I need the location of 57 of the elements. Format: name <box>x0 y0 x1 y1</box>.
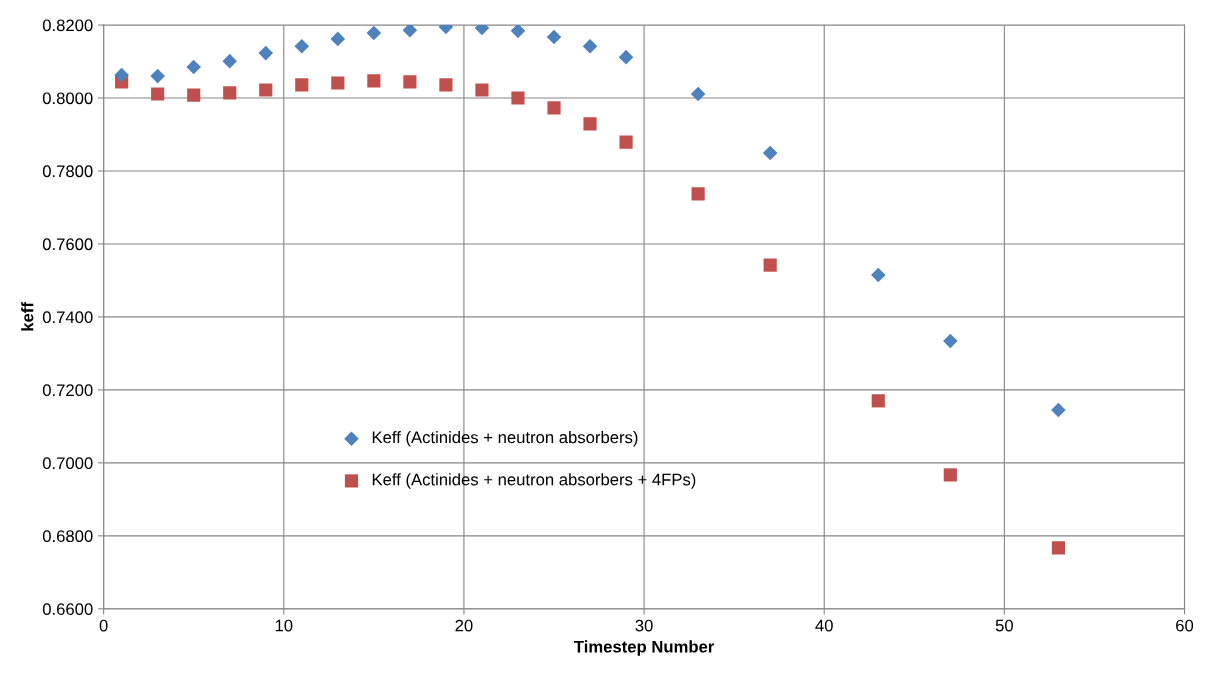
point <box>258 45 274 61</box>
x-tick-label: 10 <box>275 619 293 632</box>
y-tick-label: 0.6800 <box>42 530 93 543</box>
x-axis-title: Timestep Number <box>574 640 715 656</box>
point <box>619 135 633 149</box>
legend-label: Keff (Actinides + neutron absorbers) <box>372 431 638 447</box>
point <box>367 74 381 88</box>
y-axis-title: keff <box>21 302 34 331</box>
y-tick-label: 0.7400 <box>42 311 93 324</box>
point <box>582 38 598 54</box>
x-tick-label: 60 <box>1176 619 1194 632</box>
point <box>295 78 309 92</box>
point <box>546 29 562 45</box>
point <box>583 117 597 131</box>
point <box>294 38 310 54</box>
point <box>151 87 165 101</box>
point <box>114 67 129 83</box>
y-tick-label: 0.7800 <box>42 165 93 178</box>
y-tick-label: 0.7000 <box>42 457 93 470</box>
y-tick-label: 0.8000 <box>42 92 93 105</box>
point <box>331 76 345 90</box>
point <box>402 25 418 38</box>
point <box>475 83 489 97</box>
point <box>762 145 778 161</box>
x-tick-label: 40 <box>815 619 833 632</box>
point <box>1051 402 1066 418</box>
point <box>150 68 165 84</box>
point <box>222 53 238 69</box>
point <box>439 78 453 92</box>
x-tick-label: 30 <box>635 619 653 632</box>
point <box>259 83 273 97</box>
x-tick-label: 20 <box>455 619 473 632</box>
point <box>870 267 886 283</box>
point <box>187 88 201 102</box>
point <box>186 59 201 75</box>
y-tick-label: 0.8200 <box>42 19 93 32</box>
x-tick-label: 50 <box>995 619 1013 632</box>
y-tick-label: 0.6600 <box>42 603 93 616</box>
x-tick-label: 0 <box>99 619 108 632</box>
point <box>547 101 561 115</box>
point <box>403 75 417 89</box>
point <box>330 31 346 47</box>
point <box>511 91 525 105</box>
y-tick-label: 0.7200 <box>42 384 93 397</box>
point <box>223 86 237 100</box>
point <box>871 394 885 408</box>
point <box>763 258 777 272</box>
y-tick-label: 0.7600 <box>42 238 93 251</box>
legend-label: Keff (Actinides + neutron absorbers + 4FPs) <box>372 473 696 489</box>
point <box>510 25 526 39</box>
point <box>943 333 958 349</box>
point <box>1051 541 1065 555</box>
point <box>618 49 634 65</box>
point <box>690 86 706 102</box>
point <box>691 187 705 201</box>
point <box>943 468 957 482</box>
point <box>366 25 382 41</box>
